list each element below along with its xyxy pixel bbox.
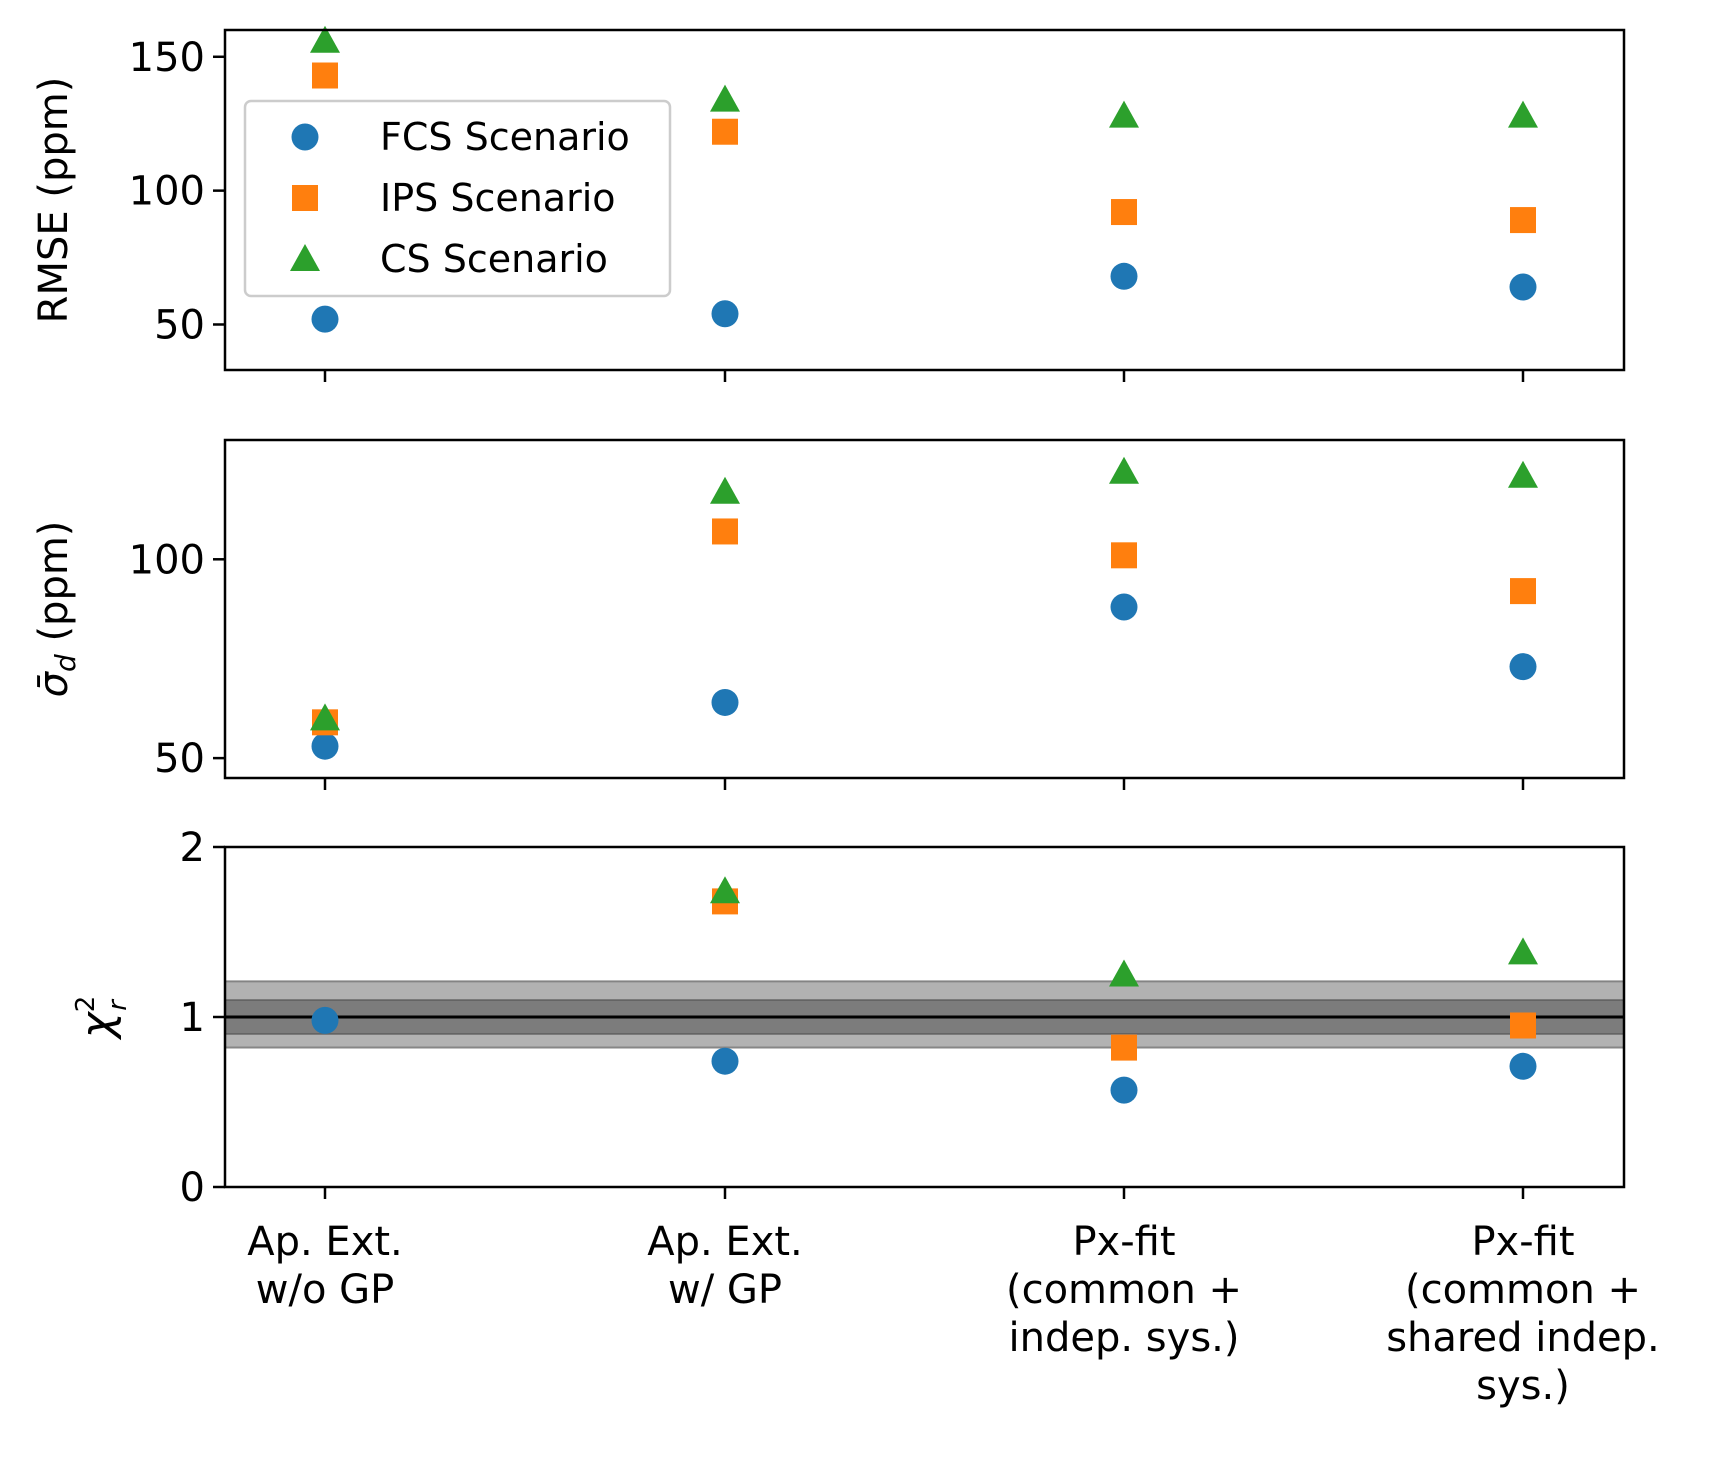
panel-rmse: 50 100 150 RMSE (ppm) <box>31 25 1626 382</box>
legend: FCS Scenario IPS Scenario CS Scenario <box>243 99 672 298</box>
marker-chi2-circle-2 <box>1110 1076 1138 1104</box>
panel-sigma: 50 100 σ̄d (ppm) <box>31 438 1626 790</box>
legend-entry-2: CS Scenario <box>380 237 608 281</box>
ylabel-sigma: σ̄d (ppm) <box>31 521 82 698</box>
marker-rmse-triangle-1 <box>710 84 740 112</box>
ylabel-rmse: RMSE (ppm) <box>31 77 77 324</box>
marker-sigma-square-1 <box>712 518 738 545</box>
marker-sigma-circle-2 <box>1110 593 1138 621</box>
legend-frame <box>243 99 672 298</box>
marker-sigma-triangle-1 <box>710 476 740 504</box>
legend-marker-square <box>292 185 318 211</box>
marker-rmse-square-2 <box>1111 199 1137 226</box>
marker-sigma-circle-1 <box>711 688 739 716</box>
marker-rmse-square-1 <box>712 118 738 145</box>
legend-entry-1: IPS Scenario <box>380 176 616 220</box>
panels: 50 100 150 RMSE (ppm) 50 100 σ̄d (ppm) 0 1 2 χ2r <box>31 25 1626 1211</box>
ytick-label-rmse: 100 <box>129 169 205 215</box>
marker-sigma-triangle-3 <box>1508 460 1538 488</box>
legend-marker-circle <box>291 123 319 151</box>
ytick-label-rmse: 150 <box>129 35 205 81</box>
marker-rmse-square-0 <box>312 62 338 89</box>
marker-rmse-triangle-3 <box>1508 100 1538 128</box>
marker-rmse-triangle-2 <box>1109 100 1139 128</box>
legend-entry-0: FCS Scenario <box>380 115 630 159</box>
panel-chi2: 0 1 2 χ2r <box>71 825 1626 1211</box>
marker-rmse-circle-2 <box>1110 262 1138 290</box>
marker-rmse-triangle-0 <box>310 25 340 53</box>
marker-sigma-triangle-0 <box>310 703 340 731</box>
ytick-label-sigma: 50 <box>154 736 205 782</box>
marker-chi2-circle-3 <box>1509 1052 1537 1080</box>
chi2-band-outer <box>224 980 1625 1049</box>
marker-chi2-square-3 <box>1510 1012 1536 1039</box>
marker-sigma-circle-0 <box>311 732 339 760</box>
panel-frame-sigma <box>223 438 1626 780</box>
marker-chi2-triangle-2 <box>1109 959 1139 987</box>
ytick-label-chi2: 2 <box>180 825 205 871</box>
marker-sigma-square-3 <box>1510 578 1536 605</box>
ytick-label-chi2: 1 <box>180 995 205 1041</box>
marker-chi2-circle-0 <box>311 1006 339 1034</box>
marker-chi2-triangle-3 <box>1508 937 1538 965</box>
marker-chi2-triangle-1 <box>710 876 740 904</box>
ylabel-chi2: χ2r <box>71 996 133 1041</box>
ytick-label-rmse: 50 <box>154 302 205 348</box>
category-label-3: Px-fit (common + shared indep. sys.) <box>1386 1219 1660 1409</box>
marker-rmse-circle-1 <box>711 300 739 328</box>
marker-sigma-triangle-2 <box>1109 456 1139 484</box>
marker-chi2-square-2 <box>1111 1034 1137 1061</box>
category-label-2: Px-fit (common + indep. sys.) <box>1006 1219 1242 1361</box>
marker-sigma-square-2 <box>1111 542 1137 569</box>
panel-frame-rmse <box>223 28 1626 372</box>
ytick-label-chi2: 0 <box>180 1165 205 1211</box>
marker-rmse-circle-0 <box>311 305 339 333</box>
marker-sigma-circle-3 <box>1509 653 1537 681</box>
category-label-0: Ap. Ext. w/o GP <box>247 1219 403 1313</box>
marker-chi2-circle-1 <box>711 1047 739 1075</box>
legend-marker-triangle <box>290 244 320 271</box>
category-label-1: Ap. Ext. w/ GP <box>647 1219 803 1313</box>
marker-rmse-square-3 <box>1510 207 1536 234</box>
ytick-label-sigma: 100 <box>129 537 205 583</box>
marker-rmse-circle-3 <box>1509 273 1537 301</box>
x-category-labels: Ap. Ext. w/o GP Ap. Ext. w/ GP Px-fit (common… <box>247 1219 1660 1409</box>
